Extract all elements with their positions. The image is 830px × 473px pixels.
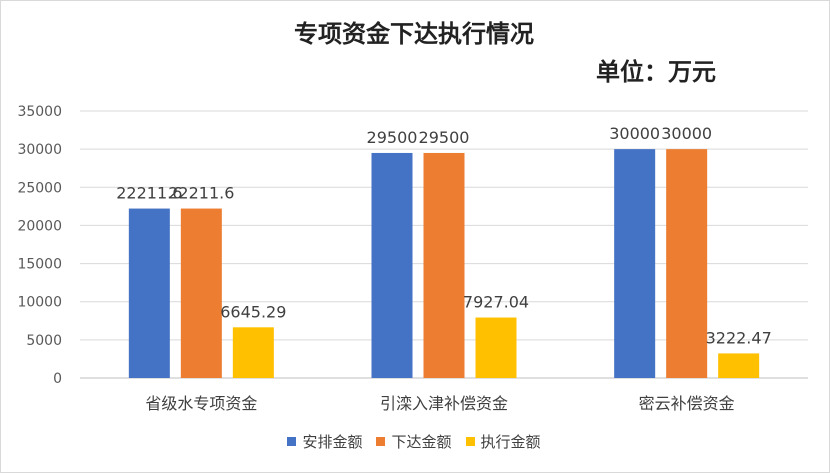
y-tick-label: 20000	[17, 218, 62, 234]
y-tick-label: 10000	[17, 295, 62, 311]
legend-item-0: 安排金额	[287, 431, 362, 452]
chart-unit-label: 单位：万元	[596, 58, 716, 86]
data-label: 6645.29	[220, 302, 286, 321]
data-label: 22211.6	[116, 184, 182, 203]
data-label: 29500	[419, 128, 470, 147]
bar	[423, 152, 465, 378]
y-tick-label: 35000	[17, 104, 62, 120]
bar	[614, 149, 656, 378]
data-label: 22211.6	[168, 184, 234, 203]
bar	[180, 208, 222, 378]
y-tick-label: 25000	[17, 180, 62, 196]
data-label: 30000	[609, 124, 660, 143]
y-tick-label: 15000	[17, 257, 62, 273]
x-tick-label: 密云补偿资金	[639, 394, 735, 413]
bar	[232, 327, 274, 378]
y-tick-label: 30000	[17, 142, 62, 158]
bar	[718, 353, 760, 378]
bar	[128, 208, 170, 378]
data-label: 7927.04	[463, 293, 529, 312]
chart-title: 专项资金下达执行情况	[294, 20, 534, 48]
bar	[475, 317, 517, 378]
bar	[666, 149, 708, 378]
legend-label: 安排金额	[302, 433, 363, 451]
legend-item-1: 下达金额	[376, 431, 452, 452]
legend-label: 下达金额	[391, 433, 452, 451]
x-tick-label: 省级水专项资金	[145, 394, 257, 413]
legend-item-2: 执行金额	[465, 431, 541, 452]
data-label: 29500	[367, 128, 418, 147]
legend-swatch	[287, 437, 297, 446]
x-tick-label: 引滦入津补偿资金	[380, 394, 508, 413]
y-tick-label: 5000	[26, 333, 62, 349]
data-label: 30000	[661, 124, 712, 143]
chart-legend: 安排金额 下达金额 执行金额	[0, 431, 828, 452]
bar	[371, 152, 413, 378]
legend-swatch	[465, 437, 475, 446]
y-tick-label: 0	[53, 371, 62, 387]
legend-label: 执行金额	[480, 433, 541, 451]
legend-swatch	[376, 437, 386, 446]
data-label: 3222.47	[706, 328, 772, 347]
